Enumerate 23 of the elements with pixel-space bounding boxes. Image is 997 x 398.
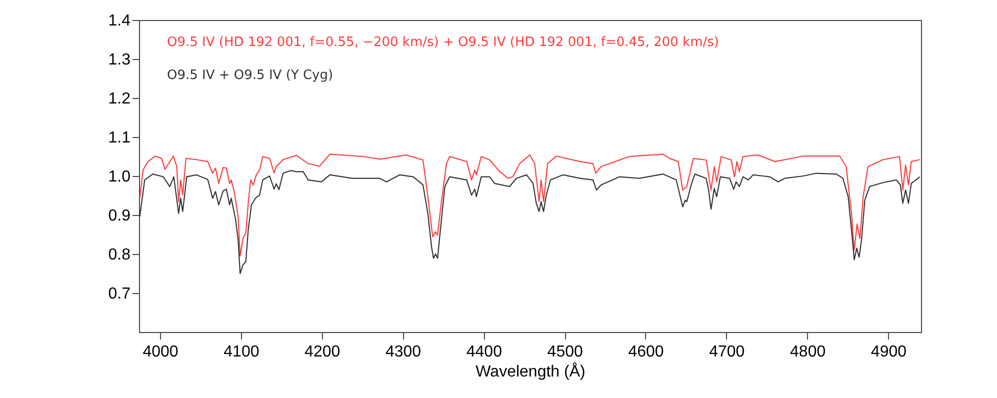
x-tick-label: 4700 [709, 344, 745, 360]
x-tick-label: 4600 [628, 344, 664, 360]
y-tick-label: 1.4 [108, 12, 131, 30]
line-series [139, 170, 920, 274]
x-axis-title: Wavelength (Å) [476, 362, 586, 380]
x-tick-label: 4900 [870, 344, 907, 360]
x-tick-label: 4400 [466, 344, 502, 360]
x-tick-label: 4100 [224, 344, 260, 360]
y-tick-label: 0.8 [108, 246, 131, 264]
y-tick-label: 1.3 [108, 52, 131, 68]
text: O9.5 IV + O9.5 IV (Y Cyg) [167, 68, 334, 83]
y-tick-label: 1.0 [108, 168, 131, 186]
x-tick-label: 4800 [790, 344, 826, 360]
x-tick-label: 4500 [547, 344, 583, 360]
text: O9.5 IV (HD 192 001, f=0.55, −200 km/s) + O9.5 IV (HD 192 001, f=0.45, 200 km/s) [167, 35, 719, 50]
y-tick-label: 1.2 [108, 90, 131, 108]
y-tick-label: 1.1 [108, 130, 131, 146]
x-tick-label: 4000 [142, 344, 178, 360]
line-series [139, 154, 920, 256]
y-tick-label: 0.9 [108, 208, 131, 224]
x-tick-label: 4200 [304, 344, 340, 360]
y-tick-label: 0.7 [108, 286, 131, 302]
x-tick-label: 4300 [385, 344, 422, 360]
